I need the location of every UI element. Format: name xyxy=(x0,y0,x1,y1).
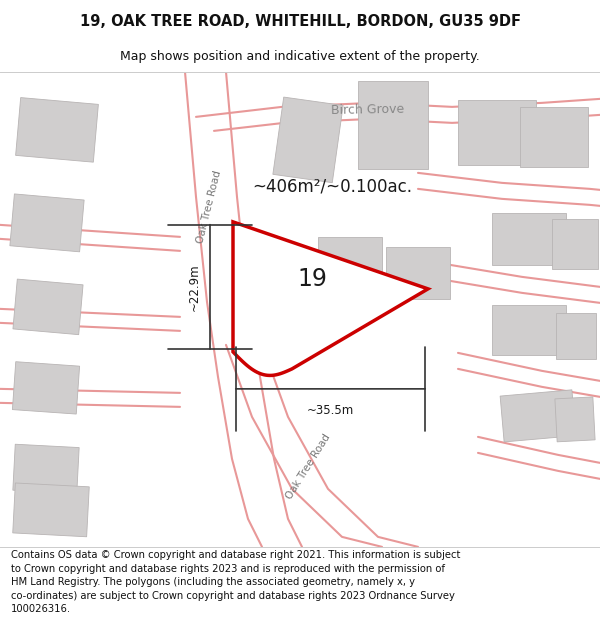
Polygon shape xyxy=(556,313,596,359)
Text: Oak Tree Road: Oak Tree Road xyxy=(284,432,332,501)
Text: 19, OAK TREE ROAD, WHITEHILL, BORDON, GU35 9DF: 19, OAK TREE ROAD, WHITEHILL, BORDON, GU… xyxy=(79,14,521,29)
Polygon shape xyxy=(10,194,84,252)
Polygon shape xyxy=(13,483,89,537)
Polygon shape xyxy=(386,247,450,299)
Polygon shape xyxy=(458,100,536,165)
Polygon shape xyxy=(16,98,98,162)
Polygon shape xyxy=(492,213,566,265)
Text: Contains OS data © Crown copyright and database right 2021. This information is : Contains OS data © Crown copyright and d… xyxy=(11,550,460,614)
Polygon shape xyxy=(358,81,428,169)
Text: Oak Tree Road: Oak Tree Road xyxy=(195,169,223,244)
Polygon shape xyxy=(552,219,598,269)
Polygon shape xyxy=(555,397,595,442)
Polygon shape xyxy=(13,279,83,334)
Polygon shape xyxy=(500,390,576,442)
Text: Map shows position and indicative extent of the property.: Map shows position and indicative extent… xyxy=(120,49,480,62)
Polygon shape xyxy=(273,97,343,182)
Text: ~35.5m: ~35.5m xyxy=(307,404,354,418)
Text: ~406m²/~0.100ac.: ~406m²/~0.100ac. xyxy=(252,178,412,196)
Text: 19: 19 xyxy=(297,267,327,291)
Polygon shape xyxy=(318,237,382,295)
Polygon shape xyxy=(492,305,566,355)
Polygon shape xyxy=(13,362,80,414)
Text: ~22.9m: ~22.9m xyxy=(187,263,200,311)
Text: Birch Grove: Birch Grove xyxy=(331,102,405,117)
Polygon shape xyxy=(520,107,588,167)
Polygon shape xyxy=(233,222,428,376)
Polygon shape xyxy=(13,444,79,494)
